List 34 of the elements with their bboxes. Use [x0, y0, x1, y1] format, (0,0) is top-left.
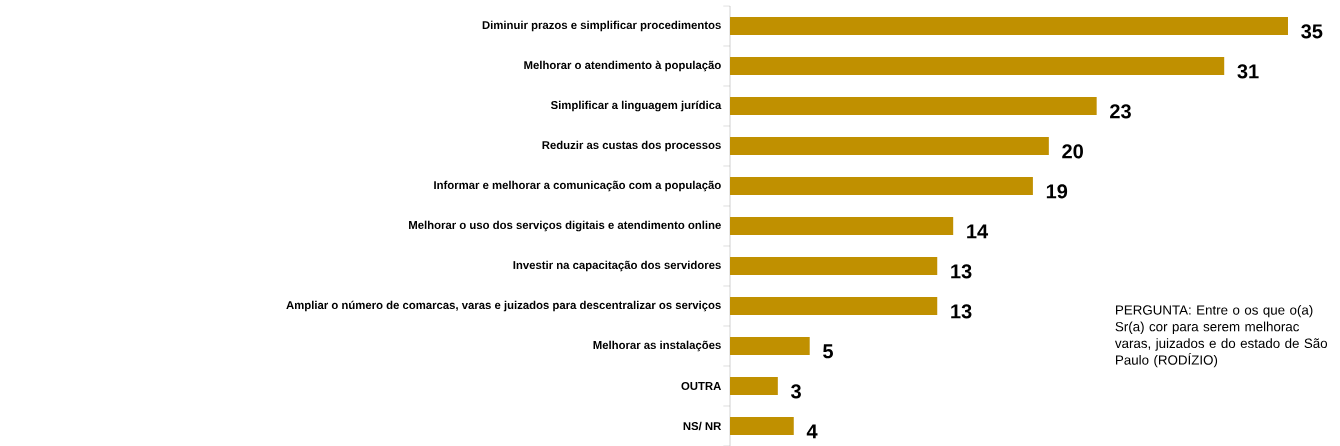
- y-tick-label: Melhorar o atendimento à população: [524, 60, 721, 72]
- data-label: 35: [1301, 24, 1323, 39]
- y-tick-label: Investir na capacitação dos servidores: [513, 260, 721, 272]
- bar: [730, 137, 1049, 155]
- data-label: 13: [951, 264, 972, 279]
- data-label: 19: [1046, 184, 1068, 199]
- bar: [730, 376, 778, 395]
- y-tick-label: OUTRA: [681, 381, 721, 390]
- bar: [730, 97, 1097, 115]
- data-label: 5: [823, 344, 833, 359]
- y-tick-label: Informar e melhorar a comunicação com a população: [434, 180, 721, 192]
- y-tick-label: Diminuir prazos e simplificar procedimentos: [482, 20, 721, 32]
- data-label: 23: [1110, 104, 1131, 119]
- bar: [730, 297, 938, 315]
- bar: [730, 57, 1225, 75]
- y-tick-label: Melhorar o uso dos serviços digitais e atendimento online: [409, 220, 721, 232]
- y-tick-label: Ampliar o número de comarcas, varas e juizados para descentralizar os serviços: [286, 300, 721, 312]
- y-tick-label: NS/ NR: [683, 421, 722, 431]
- y-tick-label: Simplificar a linguagem jurídica: [550, 100, 722, 112]
- data-label: 4: [806, 424, 818, 439]
- data-label: 14: [967, 224, 989, 239]
- data-label: 20: [1062, 144, 1083, 159]
- data-label: 3: [791, 384, 801, 399]
- y-tick-label: Melhorar as instalações: [593, 340, 721, 352]
- bar: [730, 217, 954, 235]
- y-tick-label: Reduzir as custas dos processos: [542, 140, 721, 152]
- annotation: PERGUNTA: Entre o os que o(a) Sr(a) cor para serem melhorac varas, juizados e do estado de São Paulo (RODÍZIO): [1114, 304, 1328, 368]
- bar: [730, 256, 938, 275]
- data-label: 13: [951, 304, 972, 319]
- bar: [730, 336, 810, 355]
- data-label: 31: [1237, 64, 1259, 79]
- bar: [730, 176, 1033, 195]
- bar: [730, 416, 794, 435]
- bar: [730, 17, 1288, 35]
